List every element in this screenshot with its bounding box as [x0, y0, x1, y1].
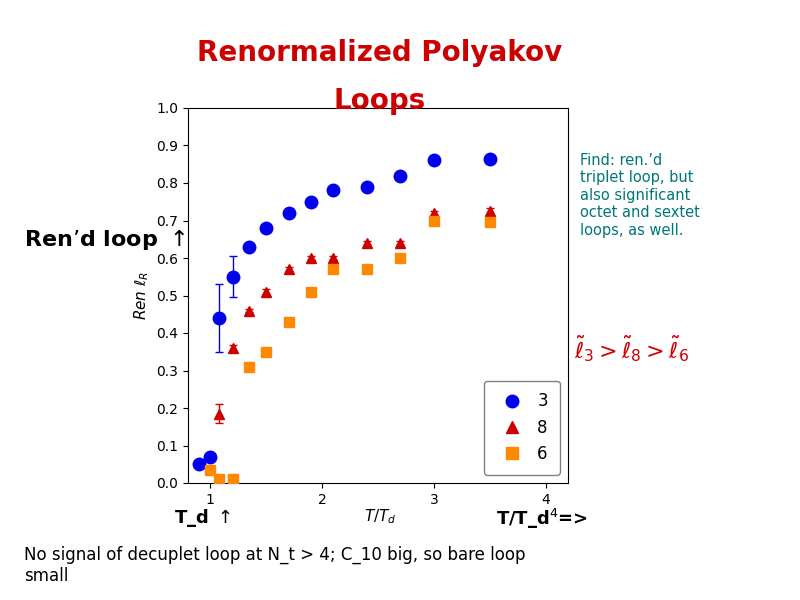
Text: T/T_d$^4$=>: T/T_d$^4$=> — [496, 507, 588, 531]
Legend: 3, 8, 6: 3, 8, 6 — [484, 380, 560, 475]
Text: Find: ren.’d
triplet loop, but
also significant
octet and sextet
loops, as well.: Find: ren.’d triplet loop, but also sign… — [580, 153, 700, 238]
Text: Renormalized Polyakov: Renormalized Polyakov — [198, 39, 562, 67]
Text: $\tilde{\ell}_3 > \tilde{\ell}_8 > \tilde{\ell}_6$: $\tilde{\ell}_3 > \tilde{\ell}_8 > \tild… — [574, 333, 690, 364]
Y-axis label: Ren $\ell_R$: Ren $\ell_R$ — [132, 271, 150, 320]
Text: $T/T_d$: $T/T_d$ — [364, 507, 396, 526]
Text: Loops: Loops — [334, 87, 426, 115]
Text: No signal of decuplet loop at N_t > 4; C_10 big, so bare loop
small: No signal of decuplet loop at N_t > 4; C… — [24, 546, 526, 585]
Text: T_d $\uparrow$: T_d $\uparrow$ — [174, 507, 231, 529]
Text: Ren’d loop $\uparrow$: Ren’d loop $\uparrow$ — [24, 227, 185, 253]
